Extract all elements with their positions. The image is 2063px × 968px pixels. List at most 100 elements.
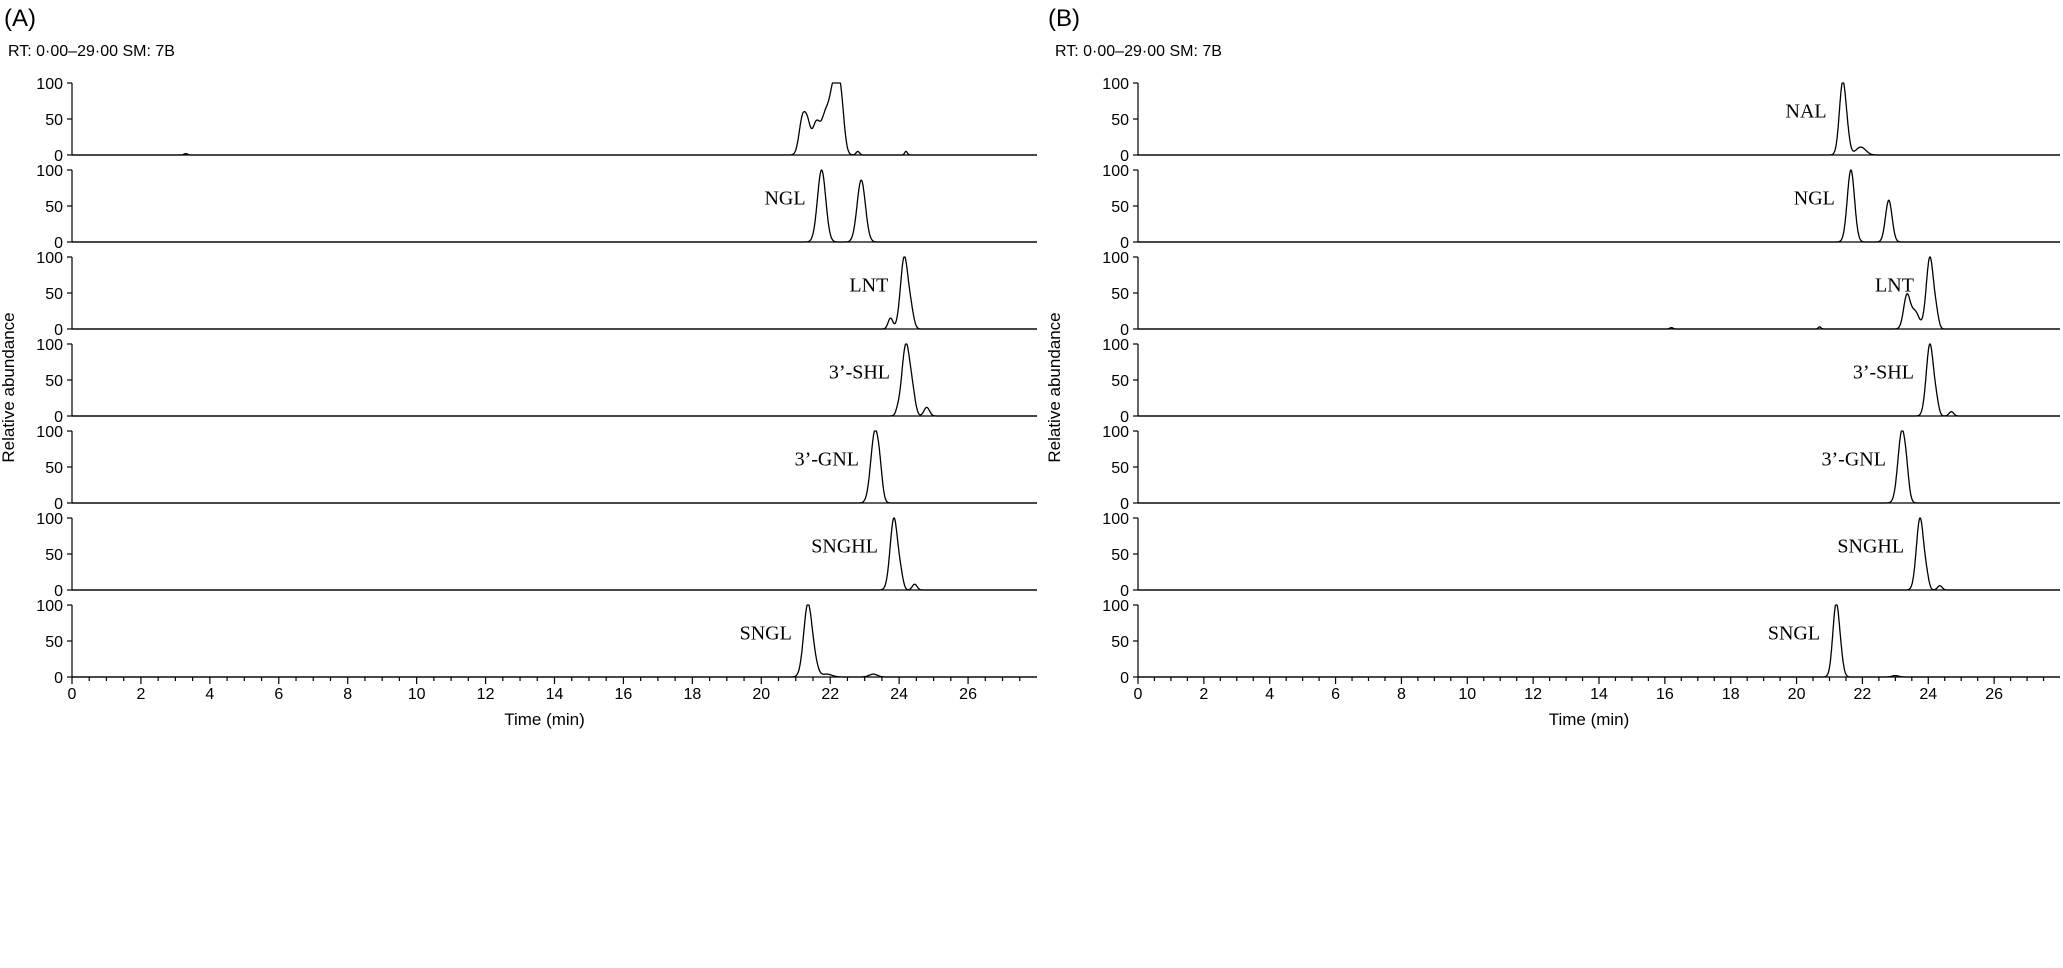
trace-line <box>1137 169 2061 243</box>
x-tick-label: 12 <box>477 686 495 703</box>
trace-strip: 0 50 100 SNGHL <box>1102 511 2061 600</box>
y-tick-label: 50 <box>45 112 63 129</box>
x-tick-label: 2 <box>1199 686 1208 703</box>
y-tick-label: 100 <box>1102 511 1129 528</box>
rt-info-text: RT: 0·00–29·00 SM: 7B <box>1055 43 1222 60</box>
trace-line <box>71 517 1038 591</box>
trace-line <box>1137 430 2061 504</box>
x-axis-title: Time (min) <box>1549 710 1630 729</box>
y-tick-label: 0 <box>54 148 63 165</box>
y-axis-title: Relative abundance <box>0 312 18 462</box>
trace-strip: 0 50 100 3’-GNL <box>1102 424 2061 513</box>
y-tick-label: 0 <box>1120 235 1129 252</box>
trace-strip: 0 50 100 LNT <box>1102 250 2061 339</box>
trace-strip: 0 50 100 <box>36 76 1038 165</box>
panel-letter: (B) <box>1048 5 1080 32</box>
y-tick-label: 50 <box>45 634 63 651</box>
x-tick-label: 10 <box>1458 686 1476 703</box>
trace-strip: 0 50 100 NGL <box>36 163 1038 252</box>
y-tick-label: 0 <box>54 235 63 252</box>
y-tick-label: 0 <box>1120 496 1129 513</box>
x-tick-label: 6 <box>274 686 283 703</box>
x-tick-label: 8 <box>1397 686 1406 703</box>
x-tick-label: 18 <box>683 686 701 703</box>
peak-label: LNT <box>849 275 888 297</box>
x-tick-label: 0 <box>68 686 77 703</box>
trace-line <box>1137 604 2061 678</box>
x-tick-label: 20 <box>752 686 770 703</box>
x-tick-label: 2 <box>136 686 145 703</box>
chart-panel-a: (A) RT: 0·00–29·00 SM: 7B Relative abundan… <box>0 5 1038 729</box>
peak-label: LNT <box>1875 275 1914 297</box>
x-tick-label: 6 <box>1331 686 1340 703</box>
y-tick-label: 0 <box>54 583 63 600</box>
y-tick-label: 100 <box>36 598 63 615</box>
x-tick-label: 14 <box>546 686 564 703</box>
trace-line <box>71 604 1038 678</box>
y-tick-label: 0 <box>54 670 63 687</box>
y-tick-label: 50 <box>1111 373 1129 390</box>
y-tick-label: 100 <box>1102 163 1129 180</box>
y-tick-label: 100 <box>1102 598 1129 615</box>
y-tick-label: 0 <box>1120 322 1129 339</box>
y-tick-label: 0 <box>1120 670 1129 687</box>
trace-line <box>71 169 1038 243</box>
trace-line <box>71 82 1038 156</box>
y-tick-label: 100 <box>36 511 63 528</box>
x-tick-label: 8 <box>343 686 352 703</box>
y-tick-label: 100 <box>1102 337 1129 354</box>
y-tick-label: 100 <box>36 424 63 441</box>
trace-line <box>71 343 1038 417</box>
x-tick-label: 4 <box>205 686 214 703</box>
x-tick-label: 16 <box>1656 686 1674 703</box>
y-tick-label: 50 <box>1111 460 1129 477</box>
y-tick-label: 50 <box>1111 199 1129 216</box>
y-tick-label: 100 <box>1102 250 1129 267</box>
trace-strip: 0 50 100 SNGHL <box>36 511 1038 600</box>
x-tick-label: 12 <box>1524 686 1542 703</box>
y-tick-label: 100 <box>1102 76 1129 93</box>
peak-label: SNGL <box>740 623 792 645</box>
x-tick-label: 24 <box>1919 686 1937 703</box>
peak-label: NGL <box>1794 188 1835 210</box>
trace-line <box>1137 256 2061 330</box>
y-tick-label: 50 <box>45 286 63 303</box>
x-tick-label: 22 <box>821 686 839 703</box>
y-tick-label: 50 <box>45 373 63 390</box>
trace-line <box>71 256 1038 330</box>
x-tick-label: 4 <box>1265 686 1274 703</box>
peak-label: SNGHL <box>811 536 878 558</box>
panel-letter: (A) <box>4 5 36 32</box>
y-tick-label: 0 <box>54 322 63 339</box>
y-tick-label: 50 <box>1111 547 1129 564</box>
peak-label: NGL <box>764 188 805 210</box>
trace-strip: 0 50 100 3’-SHL <box>1102 337 2061 426</box>
trace-line <box>1137 343 2061 417</box>
trace-strip: 0 50 100 3’-SHL <box>36 337 1038 426</box>
trace-strip: 0 50 100 SNGL <box>1102 598 2061 687</box>
x-tick-label: 24 <box>890 686 908 703</box>
trace-line <box>71 430 1038 504</box>
y-tick-label: 50 <box>45 199 63 216</box>
peak-label: 3’-SHL <box>1853 362 1914 384</box>
peak-label: NAL <box>1786 101 1827 123</box>
x-tick-label: 14 <box>1590 686 1608 703</box>
x-axis-title: Time (min) <box>504 710 585 729</box>
peak-label: SNGHL <box>1837 536 1904 558</box>
x-tick-label: 18 <box>1722 686 1740 703</box>
y-tick-label: 50 <box>45 460 63 477</box>
y-tick-label: 50 <box>1111 634 1129 651</box>
x-tick-label: 26 <box>959 686 977 703</box>
x-tick-label: 0 <box>1134 686 1143 703</box>
x-tick-label: 26 <box>1985 686 2003 703</box>
y-tick-label: 100 <box>1102 424 1129 441</box>
y-tick-label: 0 <box>1120 409 1129 426</box>
y-tick-label: 50 <box>1111 112 1129 129</box>
y-tick-label: 50 <box>45 547 63 564</box>
y-tick-label: 0 <box>1120 583 1129 600</box>
peak-label: 3’-GNL <box>795 449 859 471</box>
trace-line <box>1137 82 2061 156</box>
y-tick-label: 0 <box>54 409 63 426</box>
trace-strip: 0 50 100 3’-GNL <box>36 424 1038 513</box>
